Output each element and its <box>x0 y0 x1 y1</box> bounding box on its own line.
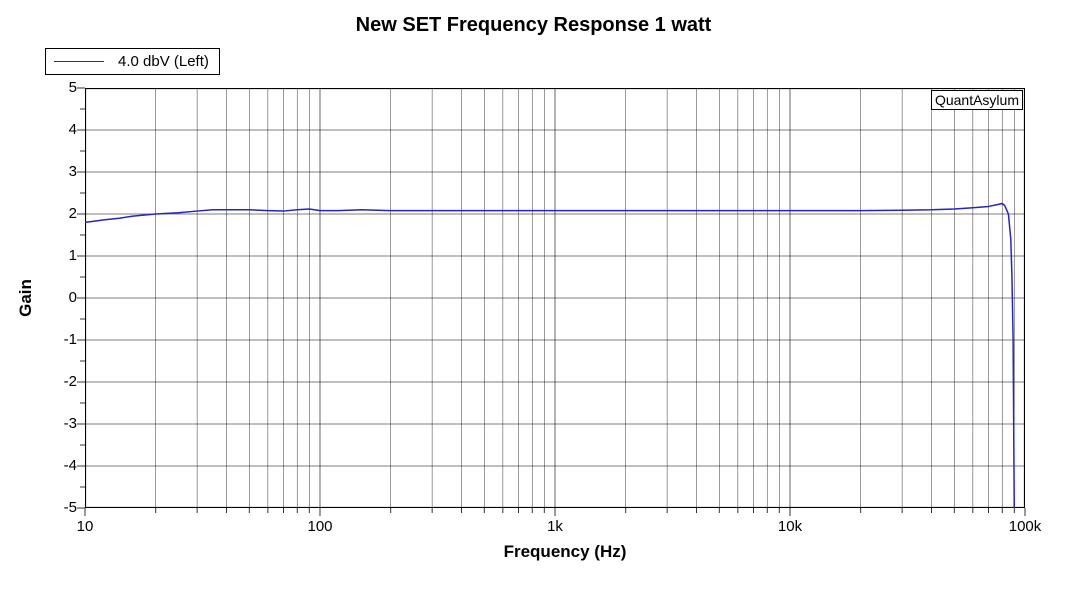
legend-item-label: 4.0 dbV (Left) <box>118 53 209 70</box>
y-tick-label: 3 <box>37 163 77 180</box>
x-tick-label: 100k <box>1009 518 1042 535</box>
y-tick-label: -4 <box>37 457 77 474</box>
y-tick-label: -5 <box>37 499 77 516</box>
y-axis-label: Gain <box>16 279 36 317</box>
x-tick-label: 10 <box>77 518 94 535</box>
y-tick-label: 1 <box>37 247 77 264</box>
y-tick-label: 0 <box>37 289 77 306</box>
x-tick-label: 1k <box>547 518 563 535</box>
x-tick-label: 10k <box>778 518 802 535</box>
watermark-part1: Quant <box>935 92 973 108</box>
y-tick-label: -1 <box>37 331 77 348</box>
plot-svg <box>85 88 1025 508</box>
y-tick-label: -2 <box>37 373 77 390</box>
x-tick-label: 100 <box>307 518 332 535</box>
y-tick-label: -3 <box>37 415 77 432</box>
y-tick-label: 2 <box>37 205 77 222</box>
chart-container: New SET Frequency Response 1 watt 4.0 db… <box>0 0 1067 600</box>
watermark-part2: Asylum <box>973 92 1019 108</box>
chart-title: New SET Frequency Response 1 watt <box>0 14 1067 37</box>
chart-legend: 4.0 dbV (Left) <box>45 48 220 75</box>
watermark: QuantAsylum <box>931 90 1023 110</box>
legend-line-sample <box>54 61 104 62</box>
y-tick-label: 4 <box>37 121 77 138</box>
y-tick-label: 5 <box>37 79 77 96</box>
x-axis-label: Frequency (Hz) <box>485 542 645 562</box>
plot-area: QuantAsylum <box>85 88 1025 508</box>
